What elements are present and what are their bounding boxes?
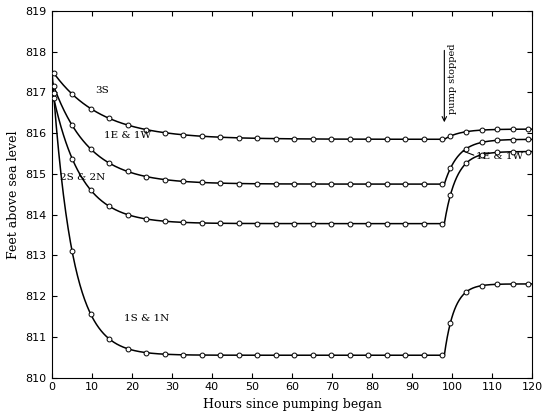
Y-axis label: Feet above sea level: Feet above sea level [7, 130, 20, 259]
Text: 3S: 3S [96, 86, 109, 95]
Text: pump stopped: pump stopped [448, 43, 458, 114]
Text: 1E & 1W: 1E & 1W [476, 152, 524, 161]
Text: 1E & 1W: 1E & 1W [104, 131, 151, 140]
X-axis label: Hours since pumping began: Hours since pumping began [202, 398, 382, 411]
Text: 2S & 2N: 2S & 2N [59, 173, 105, 182]
Text: 1S & 1N: 1S & 1N [124, 314, 169, 323]
